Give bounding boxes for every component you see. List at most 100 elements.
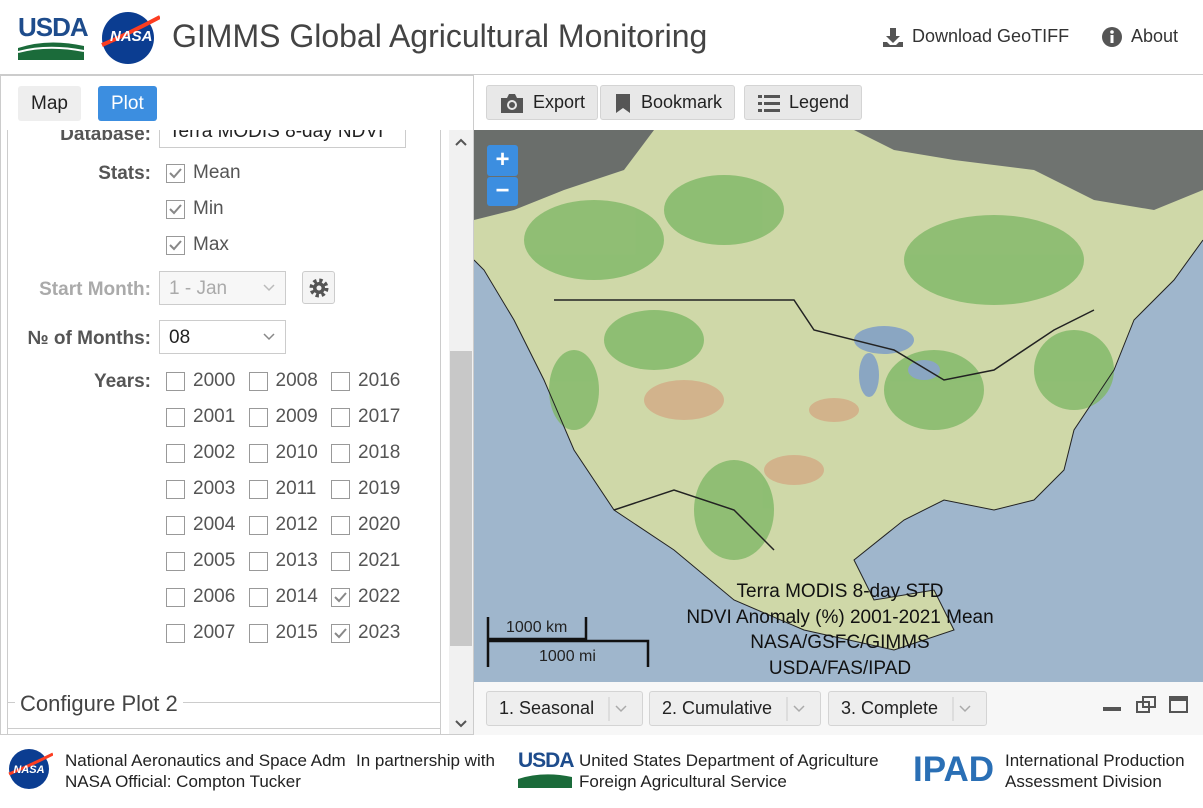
usda-agency: Foreign Agricultural Service — [579, 772, 787, 791]
checkbox-label: 2020 — [358, 514, 401, 535]
checkbox[interactable] — [331, 516, 350, 535]
checkbox[interactable] — [331, 372, 350, 391]
tab[interactable]: Plot — [98, 86, 157, 121]
ipad-name-2: Assessment Division — [1005, 772, 1162, 791]
scale-km: 1000 km — [506, 619, 568, 636]
tab[interactable]: Map — [18, 86, 81, 121]
scrollbar[interactable] — [449, 130, 473, 734]
checkbox[interactable] — [331, 480, 350, 499]
database-input[interactable]: Terra MODIS 8-day NDVI — [159, 130, 406, 148]
footer-usda-mark — [518, 774, 572, 788]
caret — [786, 696, 805, 721]
site-title: GIMMS Global Agricultural Monitoring — [172, 18, 708, 54]
check-mark — [334, 628, 347, 639]
download-link[interactable]: Download GeoTIFF — [882, 26, 1069, 48]
checkbox[interactable] — [166, 236, 185, 255]
list-icon — [758, 94, 780, 112]
checkbox[interactable] — [166, 444, 185, 463]
check-mark — [169, 204, 182, 215]
toolbar-button[interactable]: Export — [486, 85, 599, 120]
checkbox[interactable] — [166, 164, 185, 183]
plot2-legend[interactable]: Configure Plot 2 — [15, 691, 183, 717]
view-select-text: 1. Seasonal — [499, 698, 595, 718]
months-select[interactable]: 08 — [159, 320, 286, 354]
checkbox[interactable] — [166, 516, 185, 535]
checkbox[interactable] — [248, 408, 268, 427]
caret — [263, 284, 275, 292]
checkbox[interactable] — [331, 552, 350, 571]
view-select[interactable]: 2. Cumulative — [649, 691, 822, 726]
checkbox-label: 2000 — [193, 370, 236, 391]
checkbox[interactable] — [248, 588, 268, 607]
checkbox[interactable] — [166, 552, 185, 571]
checkbox[interactable] — [248, 552, 268, 571]
checkbox-label: 2022 — [358, 586, 401, 607]
footer-nasa-logo: NASA — [8, 749, 53, 789]
view-select[interactable]: 3. Complete — [828, 691, 988, 726]
scroll-up[interactable] — [454, 136, 468, 148]
checkbox-label: 2002 — [193, 442, 236, 463]
checkbox-label: Mean — [193, 162, 241, 183]
start-month-value: 1 - Jan — [169, 278, 228, 299]
zoom-in[interactable]: + — [487, 145, 518, 176]
checkbox[interactable] — [166, 372, 185, 391]
ipad-logo: IPAD — [913, 750, 995, 789]
about-link[interactable]: About — [1101, 26, 1178, 48]
start-month-select[interactable]: 1 - Jan — [159, 271, 286, 305]
checkbox-label: 2010 — [275, 442, 318, 463]
view-select[interactable]: 1. Seasonal — [486, 691, 644, 726]
scroll-down[interactable] — [454, 718, 468, 730]
checkbox-label: 2013 — [275, 550, 318, 571]
checkbox[interactable] — [248, 480, 268, 499]
caret — [608, 696, 627, 721]
checkbox-label: 2023 — [358, 622, 401, 643]
checkbox-label: 2001 — [193, 406, 236, 427]
checkbox-label: 2006 — [193, 586, 236, 607]
usda-name: United States Department of Agriculture — [579, 751, 879, 770]
partnership: In partnership with — [356, 751, 495, 770]
checkbox[interactable] — [166, 588, 185, 607]
checkbox-label: Max — [193, 234, 229, 255]
window-controls[interactable] — [1100, 694, 1192, 718]
scale-bar — [486, 617, 650, 667]
checkbox[interactable] — [166, 480, 185, 499]
checkbox-label: Min — [193, 198, 224, 219]
toolbar-button[interactable]: Legend — [744, 85, 863, 120]
checkbox[interactable] — [248, 444, 268, 463]
checkbox-label: 2005 — [193, 550, 236, 571]
scroll-thumb[interactable] — [450, 351, 472, 646]
checkbox[interactable] — [166, 200, 185, 219]
checkbox[interactable] — [331, 444, 350, 463]
checkbox[interactable] — [166, 408, 185, 427]
checkbox-label: 2019 — [358, 478, 401, 499]
stats-label: Stats: — [98, 163, 151, 184]
toolbar-button[interactable]: Bookmark — [600, 85, 736, 120]
checkbox-label: 2016 — [358, 370, 401, 391]
months-value: 08 — [169, 327, 191, 348]
footer-nasa-text: NASA — [13, 764, 44, 776]
attribution: Terra MODIS 8-day STD NDVI Anomaly (%) 20… — [660, 579, 1020, 681]
plot2-box — [7, 702, 441, 734]
checkbox[interactable] — [248, 372, 268, 391]
header-rule — [0, 74, 1203, 75]
database-label: Database: — [60, 130, 151, 145]
scale-mi: 1000 mi — [539, 648, 596, 665]
checkbox[interactable] — [248, 624, 268, 643]
checkbox[interactable] — [331, 408, 350, 427]
checkbox[interactable] — [166, 624, 185, 643]
nasa-logo-mark — [101, 12, 161, 64]
checkbox[interactable] — [331, 588, 350, 607]
toolbar-button-text: Legend — [789, 92, 850, 112]
attribution-line: USDA/FAS/IPAD — [768, 657, 912, 679]
checkbox-label: 2015 — [275, 622, 318, 643]
checkbox[interactable] — [331, 624, 350, 643]
checkbox-label: 2014 — [275, 586, 318, 607]
years-label: Years: — [93, 371, 151, 392]
map[interactable] — [474, 130, 1203, 682]
zoom-out[interactable]: − — [487, 177, 518, 206]
nasa-official: NASA Official: Compton Tucker — [65, 772, 301, 791]
usda-logo-text: USDA — [18, 12, 89, 42]
panel-divider — [473, 75, 474, 735]
checkbox[interactable] — [248, 516, 268, 535]
settings-button[interactable] — [302, 271, 335, 304]
